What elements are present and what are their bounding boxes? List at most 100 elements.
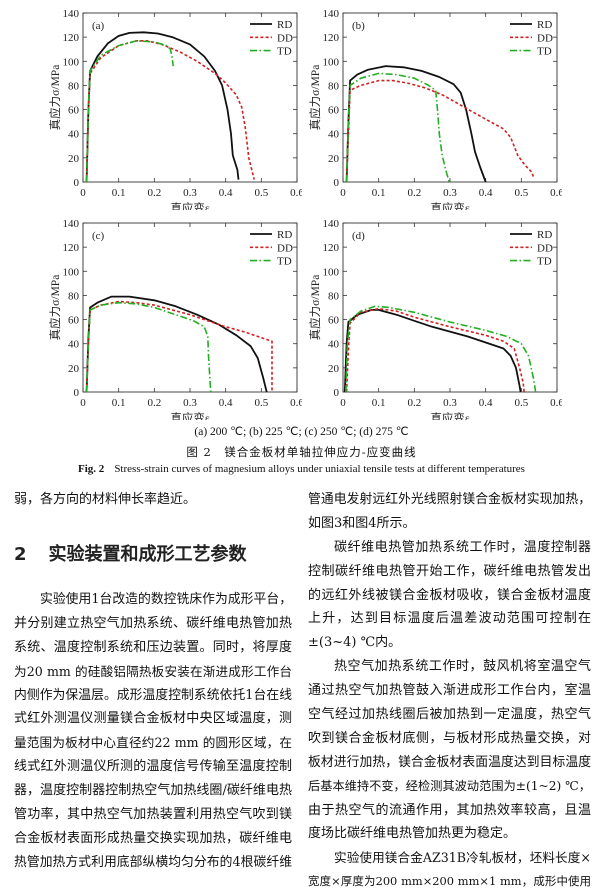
x-tick-label: 0.6 <box>290 187 302 199</box>
x-tick-label: 0.2 <box>407 187 421 199</box>
legend-label: RD <box>277 19 292 31</box>
y-tick-label: 100 <box>63 266 80 278</box>
panel-label: (c) <box>92 230 105 242</box>
panel-label: (d) <box>352 230 365 242</box>
x-tick-label: 0.5 <box>514 187 528 199</box>
x-tick-label: 0.5 <box>254 397 268 409</box>
series-line-rd <box>85 31 240 183</box>
x-tick-label: 0.1 <box>372 397 386 409</box>
x-tick-label: 0.3 <box>443 397 457 409</box>
x-tick-label: 0 <box>340 397 346 409</box>
text-line: 空气经过加热线圈后被加热到一定温度，热空气 <box>308 707 591 723</box>
y-tick-label: 0 <box>74 177 80 189</box>
text-line: 吹到镁合金板材底侧，与板材形成热量交换，对 <box>308 730 591 746</box>
y-axis-label: 真应力σ/MPa <box>48 275 62 341</box>
legend-label: RD <box>537 229 552 241</box>
x-tick-label: 0.5 <box>254 187 268 199</box>
plot-frame <box>82 12 298 183</box>
chart-c: 0 20 40 60 80 100 120 140 0 0.1 0.2 0.3 0.4 0.5 0.6 真应变… <box>40 210 302 420</box>
series-line-td <box>345 72 451 183</box>
text-line: 控制碳纤维电热管开始工作，碳纤维电热管发出 <box>308 563 591 579</box>
y-tick-label: 60 <box>328 315 340 327</box>
y-tick-label: 140 <box>323 218 340 230</box>
chart-d: 0 20 40 60 80 100 120 140 0 0.1 0.2 0.3 0.4 0.5 0.6 真应变… <box>300 210 562 420</box>
y-tick-label: 100 <box>63 56 80 68</box>
x-tick-label: 0.1 <box>112 187 126 199</box>
text-line: 管通电发射远红外光线照射镁合金板材实现加热， <box>308 492 591 507</box>
figure-subcaption: (a) 200 ℃; (b) 225 ℃; (c) 250 ℃; (d) 275… <box>194 426 409 438</box>
x-tick-label: 0.2 <box>147 397 161 409</box>
legend-label: TD <box>277 46 292 58</box>
y-tick-label: 120 <box>323 242 340 254</box>
text-line: 的远红外线被镁合金板材吸收，镁合金板材温度 <box>308 587 591 603</box>
text-line: 为20 mm 的硅酸铝隔热板安装在渐进成形工作台 <box>14 663 292 679</box>
legend-label: RD <box>537 19 552 31</box>
text-line: 弱，各方向的材料伸长率趋近。 <box>14 492 197 507</box>
left-paragraph: 实验使用1台改造的数控铣床作为成形平台， 并分别建立热空气加热系统、碳纤维电热管加… <box>14 588 292 875</box>
chart-b: 0 20 40 60 80 100 120 140 0 0.1 0.2 0.3 0.4 0.5 0.6 真应变… <box>300 0 562 210</box>
text-line: 热空气加热系统工作时，鼓风机将室温空气 <box>334 659 591 675</box>
series-line-rd <box>345 65 487 183</box>
text-line: 合金板材表面形成热量交换实现加热，碳纤维电 <box>14 830 292 846</box>
plot-frame <box>82 222 298 393</box>
y-tick-label: 20 <box>68 153 80 165</box>
series-line-td <box>85 301 212 393</box>
legend-label: TD <box>537 46 552 58</box>
panel-label: (a) <box>92 20 105 32</box>
figure-caption-en: Fig. 2 Stress-strain curves of magnesium … <box>0 463 603 475</box>
y-tick-label: 80 <box>68 80 80 92</box>
x-tick-label: 0 <box>340 187 346 199</box>
text-line: 热管加热方式利用底部纵横均匀分布的4根碳纤维 <box>14 854 292 870</box>
legend-label: DD <box>277 242 293 254</box>
x-tick-label: 0.3 <box>443 187 457 199</box>
text-line: 线式红外测温仪所测的温度信号传输至温度控制 <box>14 759 292 775</box>
legend-label: TD <box>537 256 552 268</box>
section-heading: 2 实验装置和成形工艺参数 <box>14 540 247 566</box>
x-tick-label: 0.2 <box>147 187 161 199</box>
section-title: 实验装置和成形工艺参数 <box>48 544 247 565</box>
text-line: 后基本维持不变，经检测其波动范围为±(1~2) ℃， <box>308 778 591 793</box>
y-tick-label: 140 <box>63 218 80 230</box>
y-tick-label: 100 <box>323 56 340 68</box>
x-axis-label: 真应变ε <box>430 411 469 420</box>
y-tick-label: 0 <box>74 387 80 399</box>
y-tick-label: 20 <box>68 363 80 375</box>
legend-label: TD <box>277 256 292 268</box>
y-axis-label: 真应力σ/MPa <box>48 65 62 131</box>
y-tick-label: 60 <box>68 315 80 327</box>
y-tick-label: 80 <box>328 80 340 92</box>
text-line: 碳纤维电热管加热系统工作时，温度控制器 <box>334 539 591 555</box>
y-tick-label: 60 <box>68 105 80 117</box>
y-axis-label: 真应力σ/MPa <box>308 65 322 131</box>
text-line: 上升，达到目标温度后温差波动范围可控制在 <box>308 611 591 627</box>
y-tick-label: 120 <box>63 242 80 254</box>
text-line: 通过热空气加热管鼓入渐进成形工作台内，室温 <box>308 683 591 699</box>
legend-label: DD <box>537 242 553 254</box>
figure-caption-cn: 图 2 镁合金板材单轴拉伸应力-应变曲线 <box>186 445 417 459</box>
plot-frame <box>342 222 558 393</box>
y-tick-label: 40 <box>328 129 340 141</box>
series-line-dd <box>345 79 535 183</box>
text-line: 由于热空气的流通作用，其加热效率较高，且温 <box>308 802 591 818</box>
x-tick-label: 0.1 <box>112 397 126 409</box>
text-line: 如图3和图4所示。 <box>308 515 416 531</box>
y-tick-label: 140 <box>63 8 80 20</box>
y-tick-label: 0 <box>334 387 340 399</box>
chart-a: 0 20 40 60 80 100 120 140 0 0.1 0.2 0.3 0.4 0.5 0.6 真应变… <box>40 0 302 210</box>
y-tick-label: 40 <box>68 339 80 351</box>
series-line-dd <box>85 300 273 393</box>
y-tick-label: 60 <box>328 105 340 117</box>
x-tick-label: 0.4 <box>479 187 493 199</box>
text-line: ±(3~4) ℃内。 <box>308 635 402 651</box>
y-tick-label: 40 <box>328 339 340 351</box>
series-line-dd <box>85 40 255 183</box>
x-axis-label: 真应变ε <box>170 201 209 210</box>
text-line: 系统、温度控制系统和压边装置。同时，将厚度 <box>14 639 292 655</box>
x-tick-label: 0.5 <box>514 397 528 409</box>
figure-label: Fig. 2 <box>78 463 105 475</box>
text-line: 实验使用镁合金AZ31B冷轧板材，坯料长度× <box>334 850 591 866</box>
text-line: 式红外测温仪测量镁合金板材中央区域温度，测 <box>14 711 292 727</box>
text-line: 度场比碳纤维电热管加热更为稳定。 <box>308 826 517 842</box>
panel-label: (b) <box>352 20 365 32</box>
x-tick-label: 0.1 <box>372 187 386 199</box>
